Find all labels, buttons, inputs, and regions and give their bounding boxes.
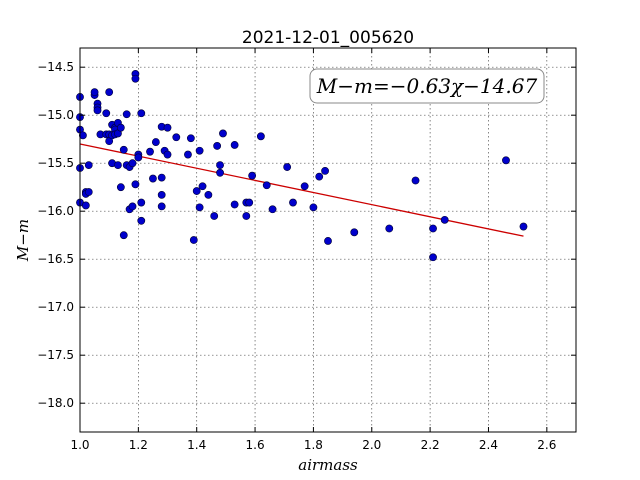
data-point	[186, 134, 195, 143]
data-point	[134, 153, 143, 162]
data-point	[157, 190, 166, 199]
data-point	[195, 203, 204, 212]
y-tick-label: −16.5	[37, 252, 74, 266]
data-point	[146, 147, 154, 156]
data-point	[411, 176, 420, 185]
data-point	[245, 198, 254, 207]
grid	[80, 48, 576, 432]
data-point	[84, 188, 93, 196]
data-point	[81, 201, 90, 210]
data-point	[213, 142, 222, 150]
x-tick-label: 1.0	[70, 438, 89, 452]
data-point	[137, 198, 146, 207]
fit-line	[79, 143, 524, 237]
x-tick-label: 2.2	[421, 438, 440, 452]
data-point	[157, 173, 166, 182]
data-point	[300, 182, 309, 191]
data-point	[210, 212, 219, 220]
data-point	[163, 123, 172, 132]
data-point	[230, 141, 239, 149]
data-point	[324, 237, 332, 245]
data-point	[128, 202, 137, 211]
data-point	[172, 133, 181, 142]
x-tick-label: 2.0	[362, 438, 381, 452]
data-point	[519, 222, 528, 231]
y-tick-labels: −14.5 −15.0 −15.5 −16.0 −16.5 −17.0 −17.5 −18.0	[37, 60, 74, 410]
data-point	[429, 224, 437, 233]
y-tick-label: −17.5	[37, 348, 74, 362]
data-point	[184, 150, 192, 159]
x-tick-labels: 1.0 1.2 1.4 1.6 1.8 2.0 2.2 2.4 2.6	[70, 438, 556, 452]
x-tick-label: 1.4	[187, 438, 206, 452]
y-axis-label: M−m	[14, 219, 32, 262]
data-point	[256, 132, 265, 141]
data-point	[149, 174, 157, 183]
chart-title: 2021-12-01_005620	[242, 28, 414, 48]
data-point	[219, 129, 227, 138]
data-point	[248, 171, 257, 180]
x-tick-label: 1.6	[246, 438, 265, 452]
data-point	[321, 166, 329, 175]
data-points	[76, 70, 528, 262]
y-tick-label: −17.0	[37, 300, 74, 314]
data-point	[128, 159, 137, 168]
data-point	[84, 161, 93, 170]
x-tick-label: 1.8	[304, 438, 323, 452]
data-point	[119, 145, 128, 154]
data-point	[79, 131, 87, 140]
data-point	[137, 109, 146, 118]
x-tick-label: 2.4	[479, 438, 498, 452]
data-point	[116, 183, 125, 192]
axis-ticks	[79, 48, 576, 432]
data-point	[119, 231, 128, 240]
data-point	[192, 187, 201, 195]
data-point	[151, 138, 160, 146]
x-tick-label: 1.2	[129, 438, 148, 452]
fit-line-group	[79, 143, 524, 237]
data-point	[502, 156, 510, 165]
x-tick-label: 2.6	[537, 438, 556, 452]
data-point	[137, 216, 146, 225]
data-point	[131, 74, 140, 83]
data-point	[122, 110, 131, 119]
data-point	[230, 200, 239, 209]
y-tick-label: −15.5	[37, 156, 74, 170]
data-point	[114, 161, 122, 170]
data-point	[350, 228, 359, 237]
data-point	[198, 182, 207, 191]
data-point	[429, 253, 437, 262]
data-point	[440, 215, 449, 224]
data-point	[105, 88, 114, 97]
data-point	[283, 163, 292, 171]
data-point	[385, 224, 394, 233]
data-point	[102, 109, 111, 118]
data-point	[262, 181, 271, 190]
data-point	[163, 150, 172, 159]
data-point	[204, 190, 213, 199]
y-tick-label: −16.0	[37, 204, 74, 218]
data-point	[242, 212, 251, 220]
data-point	[90, 88, 99, 97]
data-point	[268, 205, 277, 214]
data-point	[289, 198, 297, 207]
fit-equation: M−m=−0.63χ−14.67	[316, 74, 538, 98]
data-point	[216, 168, 224, 177]
data-point	[157, 202, 166, 211]
data-point	[216, 161, 224, 170]
data-point	[116, 123, 125, 132]
fit-equation-box: M−m=−0.63χ−14.67	[309, 68, 545, 104]
y-tick-label: −14.5	[37, 60, 74, 74]
data-point	[189, 236, 198, 244]
data-point	[195, 146, 204, 155]
data-point	[93, 106, 102, 115]
data-point	[131, 180, 140, 189]
data-point	[315, 172, 324, 181]
data-point	[309, 203, 318, 212]
x-axis-label: airmass	[298, 456, 358, 474]
y-tick-label: −15.0	[37, 108, 74, 122]
plot-frame	[79, 47, 577, 433]
y-tick-label: −18.0	[37, 396, 74, 410]
